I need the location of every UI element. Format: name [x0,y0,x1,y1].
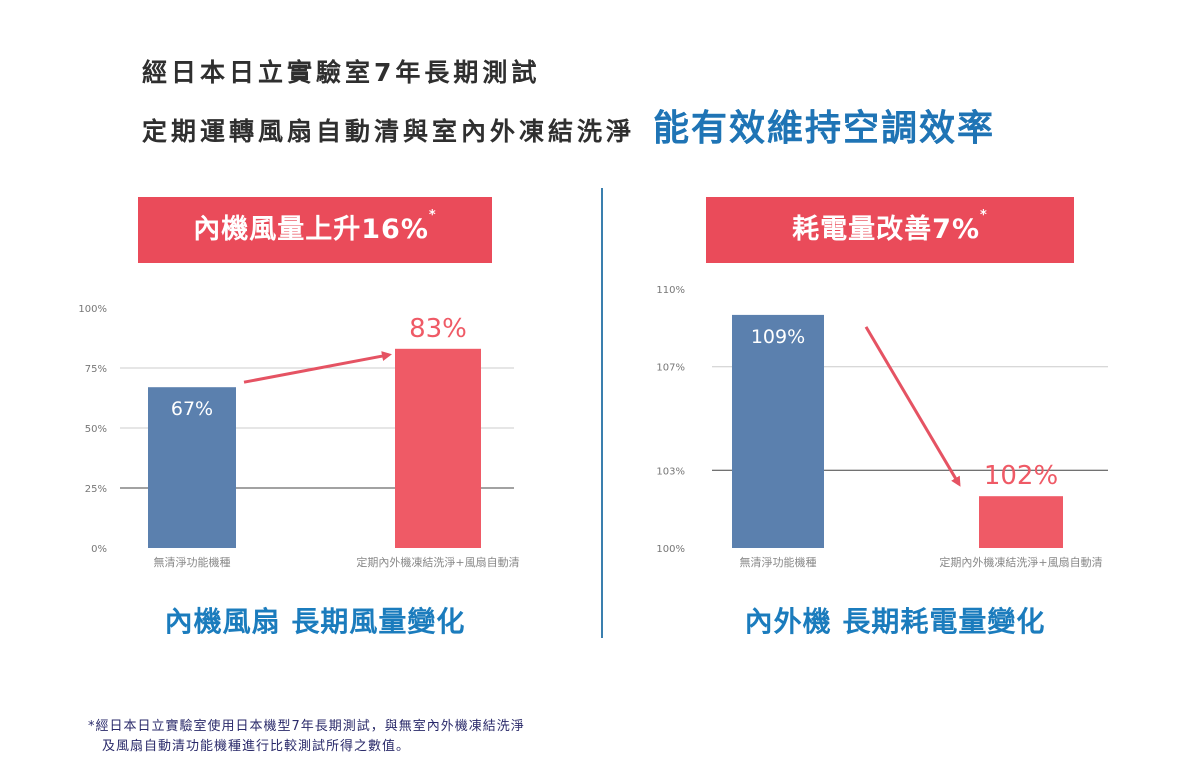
left-banner-text: 內機風量上升16% [193,214,429,245]
bar [979,496,1063,548]
category-label: 定期內外機凍結洗淨+風扇自動清 [356,555,519,569]
footnote-line-1-text: 經日本日立實驗室使用日本機型7年長期測試，與無室內外機凍結洗淨 [95,719,525,734]
footnote-line-2: 及風扇自動清功能機種進行比較測試所得之數值。 [102,739,411,754]
right-banner: 耗電量改善7%* [706,197,1074,263]
bar-data-label: 109% [751,326,805,348]
bar-data-label: 67% [171,398,213,420]
header: 經日本日立實驗室7年長期測試 定期運轉風扇自動清與室內外凍結洗淨 能有效維持空調… [142,56,995,151]
trend-arrow [864,326,961,487]
left-chart: 0% 25% 50% 75% 100% 67% 無清淨功能機種 83% 定期內外機凍結洗淨+風扇… [78,304,519,569]
bar [148,387,236,548]
y-tick-label: 100% [78,304,107,315]
y-tick-label: 107% [656,363,685,374]
category-label: 定期內外機凍結洗淨+風扇自動清 [939,555,1102,569]
trend-arrow [243,351,392,384]
header-line-1: 經日本日立實驗室7年長期測試 [142,58,541,87]
left-banner-mark: * [428,208,437,223]
bar-data-label: 83% [409,314,467,344]
y-tick-label: 103% [656,466,685,477]
right-chart: 100% 103% 107% 110% 109% 無清淨功能機種 102% 定期內外機凍結洗淨… [656,285,1108,569]
footnote-mark: * [88,719,96,734]
header-highlight: 能有效維持空調效率 [653,99,995,151]
header-line-2-row: 定期運轉風扇自動清與室內外凍結洗淨 能有效維持空調效率 [142,99,995,151]
header-line-2: 定期運轉風扇自動清與室內外凍結洗淨 [142,117,636,146]
category-label: 無清淨功能機種 [154,555,231,569]
left-banner: 內機風量上升16%* [138,197,492,263]
left-caption: 內機風扇 長期風量變化 [164,605,466,638]
right-banner-text: 耗電量改善7% [792,214,981,245]
right-caption: 內外機 長期耗電量變化 [744,605,1046,638]
y-tick-label: 50% [85,424,107,435]
y-tick-label: 100% [656,544,685,555]
bar-data-label: 102% [984,461,1058,491]
panel-divider [601,188,603,638]
category-label: 無清淨功能機種 [740,555,817,569]
bar [395,348,481,548]
y-tick-label: 110% [656,285,685,296]
y-tick-label: 75% [85,364,107,375]
right-banner-mark: * [980,208,988,223]
bar [732,314,824,548]
y-tick-label: 25% [85,484,107,495]
y-tick-label: 0% [91,544,107,555]
footnote: *經日本日立實驗室使用日本機型7年長期測試，與無室內外機凍結洗淨 及風扇自動清功… [88,717,525,757]
footnote-line-1: *經日本日立實驗室使用日本機型7年長期測試，與無室內外機凍結洗淨 [88,717,525,737]
